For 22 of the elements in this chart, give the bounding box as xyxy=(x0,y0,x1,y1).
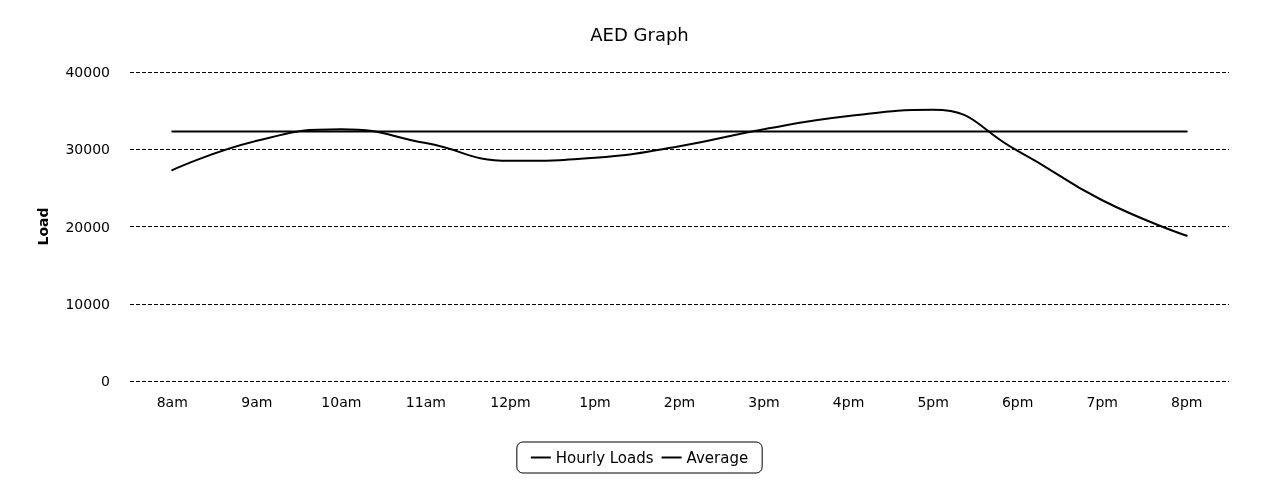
x-tick-label: 5pm xyxy=(917,394,949,410)
x-tick-label: 9am xyxy=(241,394,273,410)
chart-title: AED Graph xyxy=(590,23,689,45)
y-tick-label: 20000 xyxy=(65,218,110,235)
x-tick-label: 3pm xyxy=(748,394,780,410)
y-tick-label: 40000 xyxy=(65,64,110,80)
y-axis-title: Load xyxy=(35,207,51,246)
x-tick-label: 4pm xyxy=(832,394,865,410)
x-tick-label: 10am xyxy=(321,394,362,410)
y-tick-label: 0 xyxy=(101,373,110,389)
legend-label: Average xyxy=(686,448,749,467)
x-tick-label: 8pm xyxy=(1171,394,1203,410)
y-tick-label: 10000 xyxy=(65,295,110,312)
x-tick-label: 8am xyxy=(156,394,188,410)
x-tick-label: 2pm xyxy=(663,394,696,410)
x-tick-label: 11am xyxy=(405,394,446,410)
legend-label: Hourly Loads xyxy=(555,448,654,467)
x-tick-label: 6pm xyxy=(1001,394,1034,410)
x-tick-label: 7pm xyxy=(1086,394,1118,410)
x-tick-label: 1pm xyxy=(579,394,611,410)
x-tick-label: 12pm xyxy=(490,394,531,410)
y-tick-label: 30000 xyxy=(65,141,110,158)
